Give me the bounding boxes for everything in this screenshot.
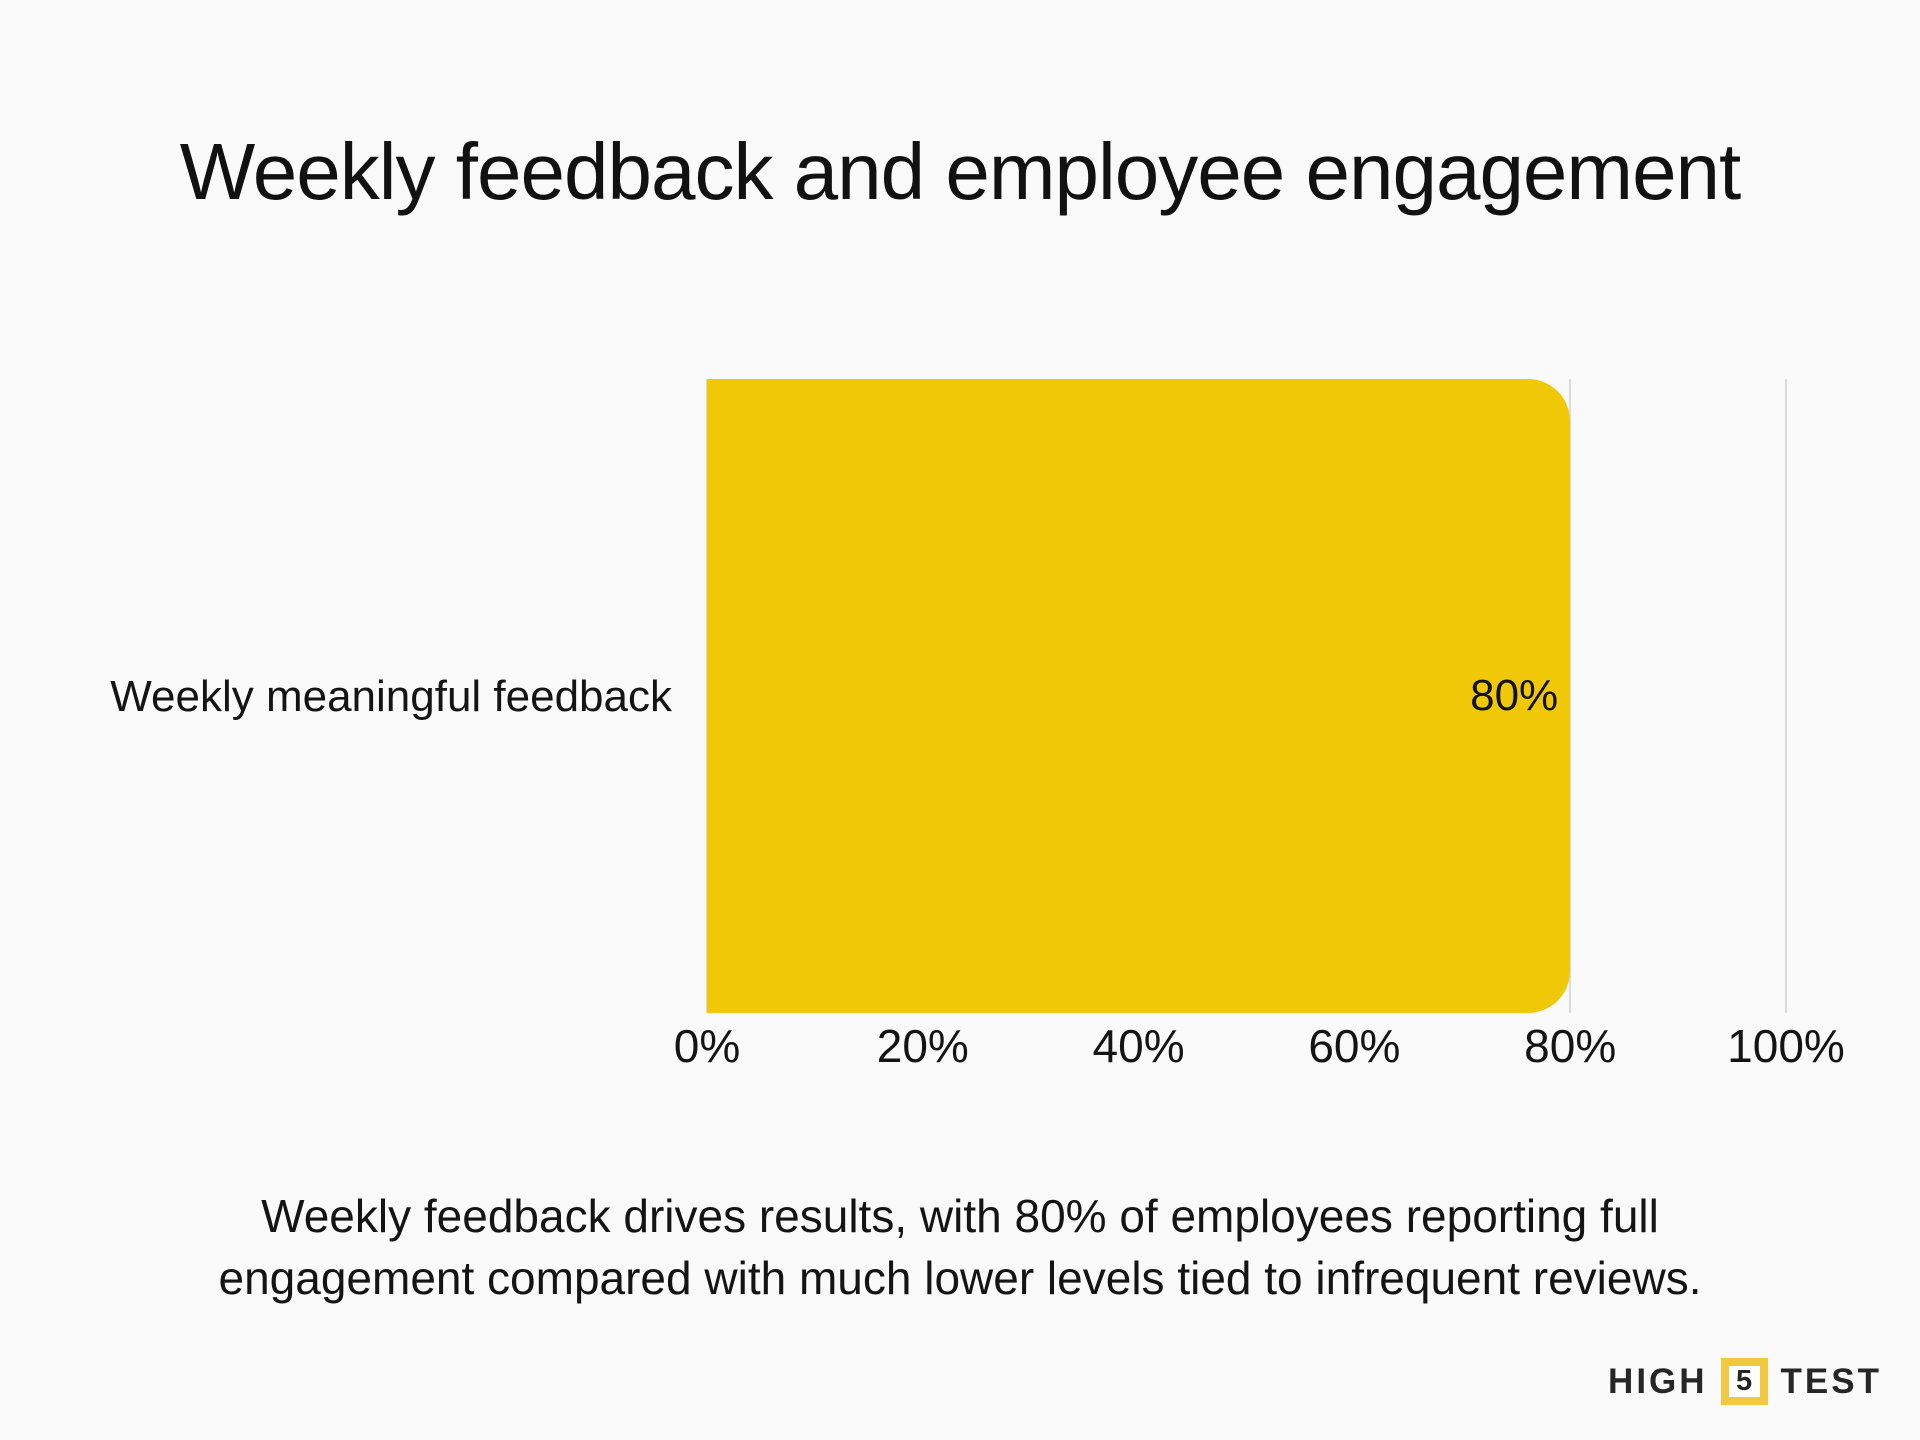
bar-value-label: 80% (1470, 671, 1559, 720)
x-tick-label-0: 0% (673, 1020, 741, 1072)
x-tick-label-100: 100% (1727, 1020, 1845, 1072)
bar-weekly-meaningful-feedback: 80% (707, 379, 1571, 1013)
x-tick-label-80: 80% (1524, 1020, 1617, 1072)
high5test-logo: HIGH 5 TEST (1608, 1358, 1882, 1405)
logo-high-text: HIGH (1608, 1361, 1708, 1401)
caption-line-2: engagement compared with much lower leve… (218, 1252, 1702, 1304)
x-tick-label-60: 60% (1308, 1020, 1401, 1072)
logo-test-text: TEST (1780, 1361, 1882, 1401)
gridline-80 (1569, 379, 1572, 1013)
x-tick-label-40: 40% (1092, 1020, 1185, 1072)
logo-five-square: 5 (1720, 1358, 1768, 1405)
chart-title: Weekly feedback and employee engagement (179, 127, 1742, 216)
plot-area: 80% (706, 379, 1787, 1013)
category-label-weekly-meaningful-feedback: Weekly meaningful feedback (110, 672, 672, 721)
x-tick-label-20: 20% (876, 1020, 969, 1072)
caption-line-1: Weekly feedback drives results, with 80%… (261, 1190, 1659, 1242)
caption: Weekly feedback drives results, with 80%… (0, 1185, 1920, 1309)
x-axis: 0% 20% 40% 60% 80% 100% (674, 1018, 1845, 1074)
logo-five-text: 5 (1735, 1365, 1753, 1397)
gridline-100 (1785, 379, 1787, 1013)
